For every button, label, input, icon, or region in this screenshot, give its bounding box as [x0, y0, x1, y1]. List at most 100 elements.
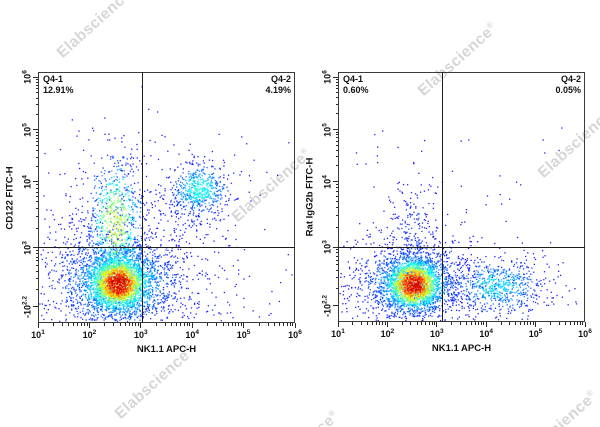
axis-ticks: 101 102 103 104 105 106 106 105 104 103 -102.2: [22, 70, 302, 340]
y-minor-tick: [35, 187, 38, 189]
x-minor-tick: [292, 323, 294, 326]
x-minor-tick: [267, 323, 269, 326]
x-minor-tick: [421, 322, 423, 325]
x-minor-tick: [558, 322, 560, 325]
y-minor-tick: [335, 259, 338, 261]
y-minor-tick: [335, 97, 338, 99]
y-minor-tick: [335, 84, 338, 86]
x-minor-tick: [530, 322, 532, 325]
y-minor-tick: [35, 260, 38, 262]
x-minor-tick: [128, 323, 130, 326]
x-minor-tick: [372, 322, 374, 325]
x-minor-tick: [434, 322, 436, 325]
scatter-canvas-left: [38, 72, 295, 323]
quadrant-id: Q4-1: [343, 74, 364, 84]
y-minor-tick: [35, 134, 38, 136]
y-minor-tick: [35, 92, 38, 94]
x-tick-label: 104: [479, 328, 494, 339]
y-minor-tick: [35, 84, 38, 86]
x-tick-label: 103: [133, 329, 148, 340]
y-minor-tick: [335, 140, 338, 142]
x-tick-label: 106: [578, 328, 592, 339]
y-minor-tick: [35, 288, 38, 290]
x-major-tick: [88, 323, 90, 328]
x-minor-tick: [379, 322, 381, 325]
x-minor-tick: [155, 323, 157, 326]
quadrant-label-q4-2: Q4-2 4.19%: [265, 74, 291, 95]
y-minor-tick: [335, 184, 338, 185]
scatter-canvas-right: [338, 72, 585, 322]
x-minor-tick: [384, 322, 386, 325]
x-minor-tick: [289, 323, 291, 326]
x-minor-tick: [466, 322, 468, 325]
quadrant-gate-horizontal: [38, 246, 295, 249]
x-major-tick: [535, 322, 537, 327]
y-minor-tick: [35, 131, 38, 133]
y-minor-tick: [335, 144, 338, 146]
y-minor-tick: [35, 141, 38, 142]
y-minor-tick: [335, 156, 338, 158]
y-major-tick: [33, 306, 38, 308]
y-tick-label: 104: [321, 174, 333, 189]
x-minor-tick: [222, 323, 224, 326]
quadrant-id: Q4-2: [560, 74, 581, 84]
x-minor-tick: [283, 323, 285, 326]
x-minor-tick: [207, 323, 209, 326]
y-tick-label: 105: [21, 123, 33, 137]
x-minor-tick: [509, 322, 511, 325]
x-minor-tick: [286, 323, 288, 326]
y-minor-tick: [35, 265, 38, 267]
y-tick-label: -102.2: [321, 294, 333, 317]
y-minor-tick: [335, 249, 338, 251]
y-minor-tick: [335, 149, 338, 151]
x-tick-label: 101: [331, 328, 345, 339]
x-minor-tick: [279, 323, 281, 326]
y-minor-tick: [35, 201, 38, 203]
y-major-tick: [333, 181, 338, 182]
axis-ticks: 101 102 103 104 105 106 106 105 104 103 -102.2: [322, 70, 592, 339]
x-tick-label: 105: [236, 329, 251, 340]
y-minor-tick: [335, 226, 338, 228]
y-minor-tick: [335, 131, 338, 133]
y-minor-tick: [335, 92, 338, 94]
x-minor-tick: [474, 322, 476, 325]
x-minor-tick: [240, 323, 242, 326]
x-axis-title-right: NK1.1 APC-H: [431, 343, 492, 354]
y-minor-tick: [335, 81, 338, 83]
quadrant-label-q4-1: Q4-1 12.91%: [43, 74, 74, 95]
y-minor-tick: [35, 137, 38, 139]
quadrant-gate-vertical: [441, 72, 444, 322]
y-tick-label: 105: [321, 122, 333, 137]
watermark-text: Elabscience®: [53, 0, 135, 62]
x-minor-tick: [483, 322, 485, 325]
y-minor-tick: [335, 215, 338, 217]
x-minor-tick: [238, 323, 240, 326]
x-minor-tick: [68, 323, 70, 326]
x-minor-tick: [235, 323, 237, 326]
x-minor-tick: [137, 323, 139, 326]
y-axis-title-right: Rat IgG2b FITC-H: [304, 157, 316, 237]
x-minor-tick: [515, 322, 517, 325]
x-minor-tick: [367, 322, 369, 325]
flow-plot-cd122-vs-nk11: Q4-1 12.91% Q4-2 4.19% 101 102 103 104 105 10…: [22, 70, 302, 340]
x-minor-tick: [451, 322, 453, 325]
x-minor-tick: [189, 323, 191, 326]
y-major-tick: [33, 129, 38, 131]
x-minor-tick: [564, 322, 566, 325]
y-minor-tick: [35, 250, 38, 252]
y-minor-tick: [335, 252, 338, 254]
x-minor-tick: [52, 323, 54, 326]
y-minor-tick: [335, 104, 338, 106]
x-minor-tick: [459, 322, 461, 325]
y-minor-tick: [35, 165, 38, 167]
y-minor-tick: [35, 227, 38, 229]
x-minor-tick: [532, 322, 534, 325]
y-minor-tick: [335, 113, 338, 115]
x-minor-tick: [86, 323, 88, 326]
x-minor-tick: [183, 323, 185, 326]
x-minor-tick: [375, 322, 377, 325]
y-minor-tick: [335, 255, 338, 257]
x-minor-tick: [582, 322, 584, 325]
y-minor-tick: [35, 78, 38, 80]
y-minor-tick: [335, 78, 338, 80]
